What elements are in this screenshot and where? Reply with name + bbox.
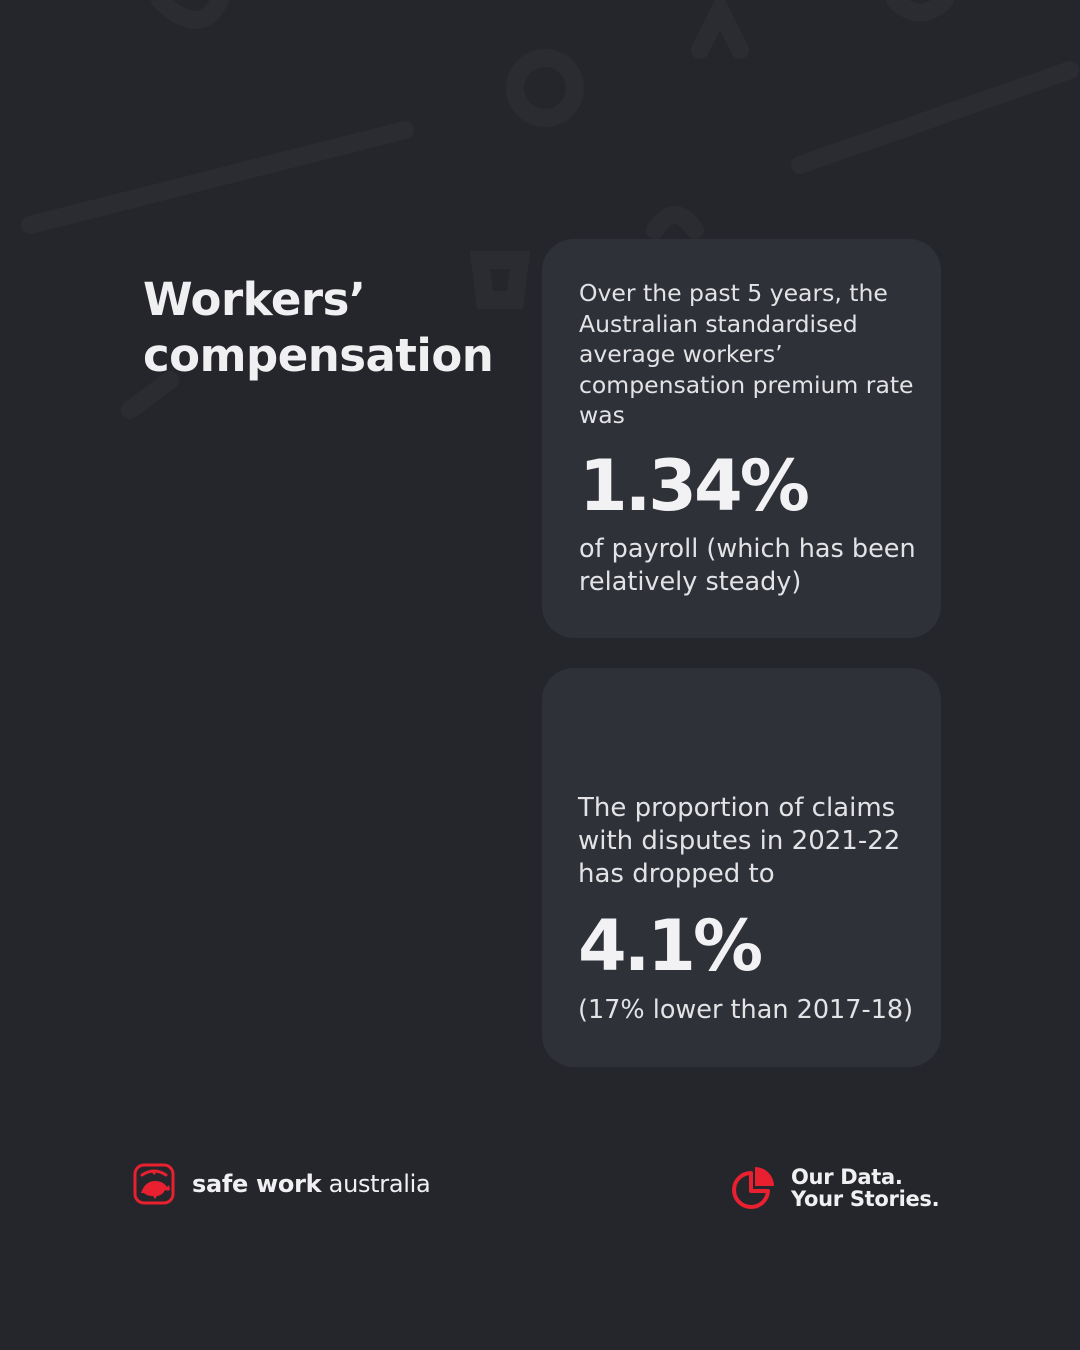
brand-wordmark-bold: safe work [192, 1170, 322, 1198]
disputes-card: The proportion of claims with disputes i… [542, 668, 941, 1067]
tagline-line-2: Your Stories. [791, 1187, 940, 1211]
page-title: Workers’ compensation [143, 272, 494, 384]
brand-wordmark-light: australia [328, 1170, 431, 1198]
disputes-value: 4.1% [578, 905, 763, 987]
premium-rate-note: of payroll (which has been relatively st… [579, 534, 916, 597]
premium-rate-description: Over the past 5 years, the Australian st… [579, 279, 914, 429]
tagline: Our Data. Your Stories. [791, 1165, 940, 1211]
safe-work-australia-brand: safe work australia [133, 1163, 431, 1205]
pie-chart-icon [732, 1167, 774, 1209]
disputes-note: (17% lower than 2017-18) [578, 995, 914, 1025]
page-title-line-2: compensation [143, 329, 494, 382]
tagline-line-1: Our Data. [791, 1165, 903, 1189]
kangaroo-logo-icon [133, 1163, 175, 1205]
page-title-line-1: Workers’ [143, 273, 366, 326]
premium-rate-card: Over the past 5 years, the Australian st… [542, 239, 941, 638]
brand-wordmark: safe work australia [192, 1170, 431, 1198]
disputes-description: The proportion of claims with disputes i… [578, 793, 901, 889]
our-data-your-stories-brand: Our Data. Your Stories. [729, 1163, 940, 1213]
premium-rate-value: 1.34% [579, 445, 810, 527]
